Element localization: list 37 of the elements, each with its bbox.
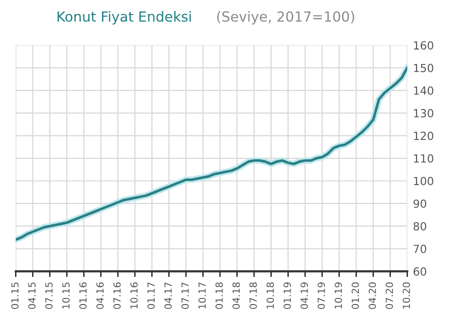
x-tick-label: 04.17 bbox=[164, 282, 172, 309]
x-tick-label: 07.15 bbox=[45, 282, 53, 309]
y-tick-label: 120 bbox=[414, 132, 434, 140]
x-tick-label: 04.20 bbox=[368, 282, 376, 309]
x-tick-label: 04.18 bbox=[232, 282, 240, 309]
x-tick-label: 07.18 bbox=[250, 282, 257, 309]
x-tick-label: 10.15 bbox=[62, 282, 70, 308]
x-tick-label: 01.16 bbox=[79, 282, 87, 309]
y-tick-label: 160 bbox=[414, 41, 434, 50]
y-tick-label: 60 bbox=[414, 267, 426, 276]
y-tick-label: 130 bbox=[414, 109, 434, 118]
y-tick-label: 110 bbox=[414, 154, 434, 163]
y-tick-label: 140 bbox=[414, 86, 434, 95]
chart-subtitle: (Seviye, 2017=100) bbox=[217, 11, 354, 24]
x-tick-label: 10.16 bbox=[130, 282, 138, 308]
x-tick-label: 07.16 bbox=[113, 282, 121, 309]
x-tick-label: 01.15 bbox=[11, 282, 19, 309]
x-tick-label: 07.17 bbox=[181, 282, 189, 309]
x-tick-label: 10.17 bbox=[198, 282, 206, 308]
y-tick-label: 150 bbox=[414, 64, 434, 72]
y-tick-label: 80 bbox=[414, 222, 426, 230]
x-tick-label: 10.18 bbox=[266, 282, 274, 308]
x-tick-label: 01.20 bbox=[352, 282, 360, 309]
x-tick-label: 10.19 bbox=[334, 282, 342, 308]
x-tick-label: 01.19 bbox=[284, 282, 291, 309]
x-tick-label: 04.19 bbox=[300, 282, 308, 309]
x-tick-label: 10.20 bbox=[402, 282, 410, 308]
x-tick-label: 04.16 bbox=[96, 282, 104, 309]
x-tick-label: 07.19 bbox=[318, 282, 325, 309]
y-tick-label: 100 bbox=[414, 176, 434, 186]
y-tick-label: 70 bbox=[414, 244, 426, 254]
x-tick-label: 04.15 bbox=[28, 282, 36, 309]
x-tick-label: 01.18 bbox=[215, 282, 223, 309]
y-tick-label: 90 bbox=[414, 199, 426, 208]
x-tick-label: 07.20 bbox=[386, 282, 394, 309]
chart-title: Konut Fiyat Endeksi bbox=[58, 11, 191, 24]
x-tick-label: 01.17 bbox=[147, 282, 155, 309]
